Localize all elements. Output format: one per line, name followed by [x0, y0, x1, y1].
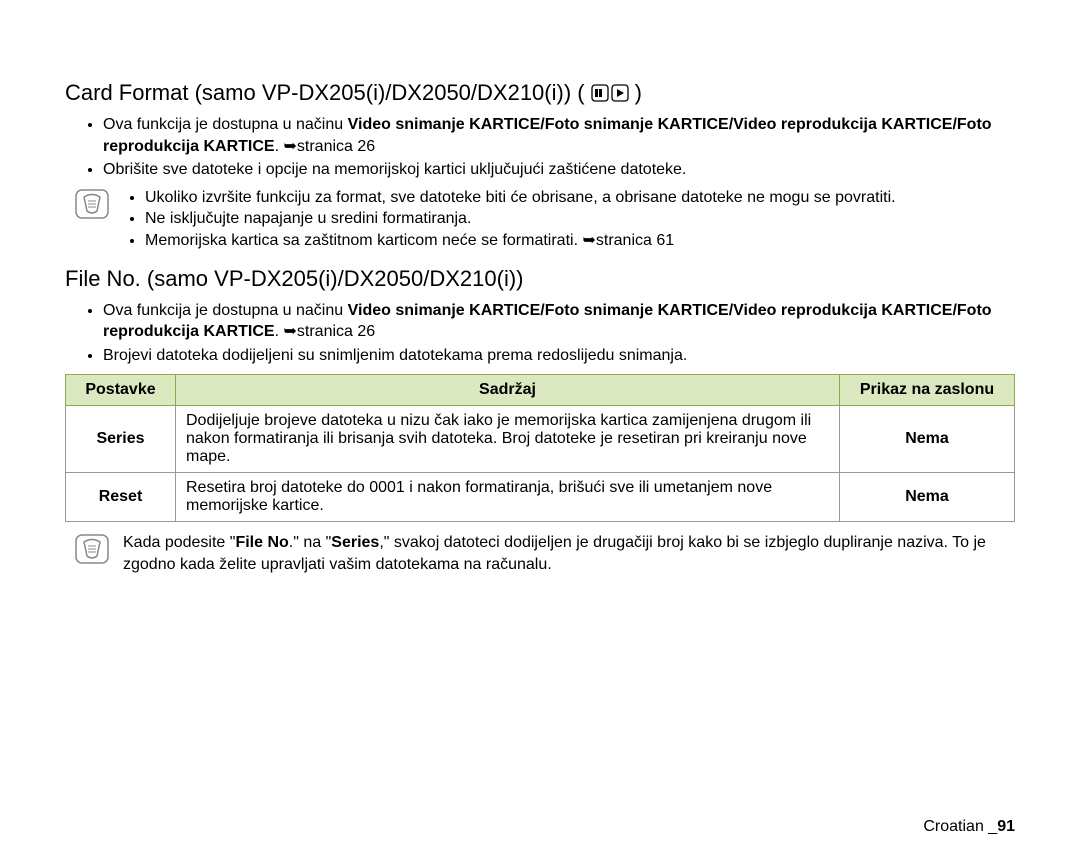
footer-page: 91	[997, 818, 1015, 835]
bullet-item: Brojevi datoteka dodijeljeni su snimljen…	[103, 345, 1015, 367]
bullet-item: Obrišite sve datoteke i opcije na memori…	[103, 159, 1015, 181]
table-row: Series Dodijeljuje brojeve datoteka u ni…	[66, 406, 1015, 473]
section1-bullets: Ova funkcija je dostupna u načinu Video …	[65, 114, 1015, 181]
cell-display: Nema	[840, 406, 1015, 473]
cell-display: Nema	[840, 473, 1015, 522]
bullet-item: Ova funkcija je dostupna u načinu Video …	[103, 114, 1015, 157]
footer-lang: Croatian _	[923, 818, 997, 835]
note-icon	[75, 534, 109, 569]
bullet-item: Ova funkcija je dostupna u načinu Video …	[103, 300, 1015, 343]
section-heading-file-no: File No. (samo VP-DX205(i)/DX2050/DX210(…	[65, 266, 1015, 292]
mode-icon-pair	[591, 84, 629, 102]
ref-arrow: ➥	[283, 138, 296, 155]
table-row: Reset Resetira broj datoteke do 0001 i n…	[66, 473, 1015, 522]
heading-text: Card Format (samo VP-DX205(i)/DX2050/DX2…	[65, 80, 585, 106]
cell-setting: Reset	[66, 473, 176, 522]
ref-arrow: ➥	[283, 323, 296, 340]
section2-bullets: Ova funkcija je dostupna u načinu Video …	[65, 300, 1015, 367]
page-footer: Croatian _91	[923, 818, 1015, 836]
cell-setting: Series	[66, 406, 176, 473]
note-list: Ukoliko izvršite funkciju za format, sve…	[123, 187, 896, 252]
note-item: Memorijska kartica sa zaštitnom karticom…	[145, 230, 896, 252]
col-postavke: Postavke	[66, 375, 176, 406]
cell-content: Resetira broj datoteke do 0001 i nakon f…	[176, 473, 840, 522]
heading-close: )	[635, 80, 642, 106]
note-block-2: Kada podesite "File No." na "Series," sv…	[75, 532, 1015, 575]
note-text: Kada podesite "File No." na "Series," sv…	[123, 532, 1015, 575]
section-heading-card-format: Card Format (samo VP-DX205(i)/DX2050/DX2…	[65, 80, 1015, 106]
table-header-row: Postavke Sadržaj Prikaz na zaslonu	[66, 375, 1015, 406]
col-prikaz: Prikaz na zaslonu	[840, 375, 1015, 406]
note-item: Ukoliko izvršite funkciju za format, sve…	[145, 187, 896, 209]
note-block-1: Ukoliko izvršite funkciju za format, sve…	[75, 187, 1015, 252]
settings-table: Postavke Sadržaj Prikaz na zaslonu Serie…	[65, 374, 1015, 522]
cell-content: Dodijeljuje brojeve datoteka u nizu čak …	[176, 406, 840, 473]
note-icon	[75, 189, 109, 224]
note-item: Ne isključujte napajanje u sredini forma…	[145, 208, 896, 230]
col-sadrzaj: Sadržaj	[176, 375, 840, 406]
